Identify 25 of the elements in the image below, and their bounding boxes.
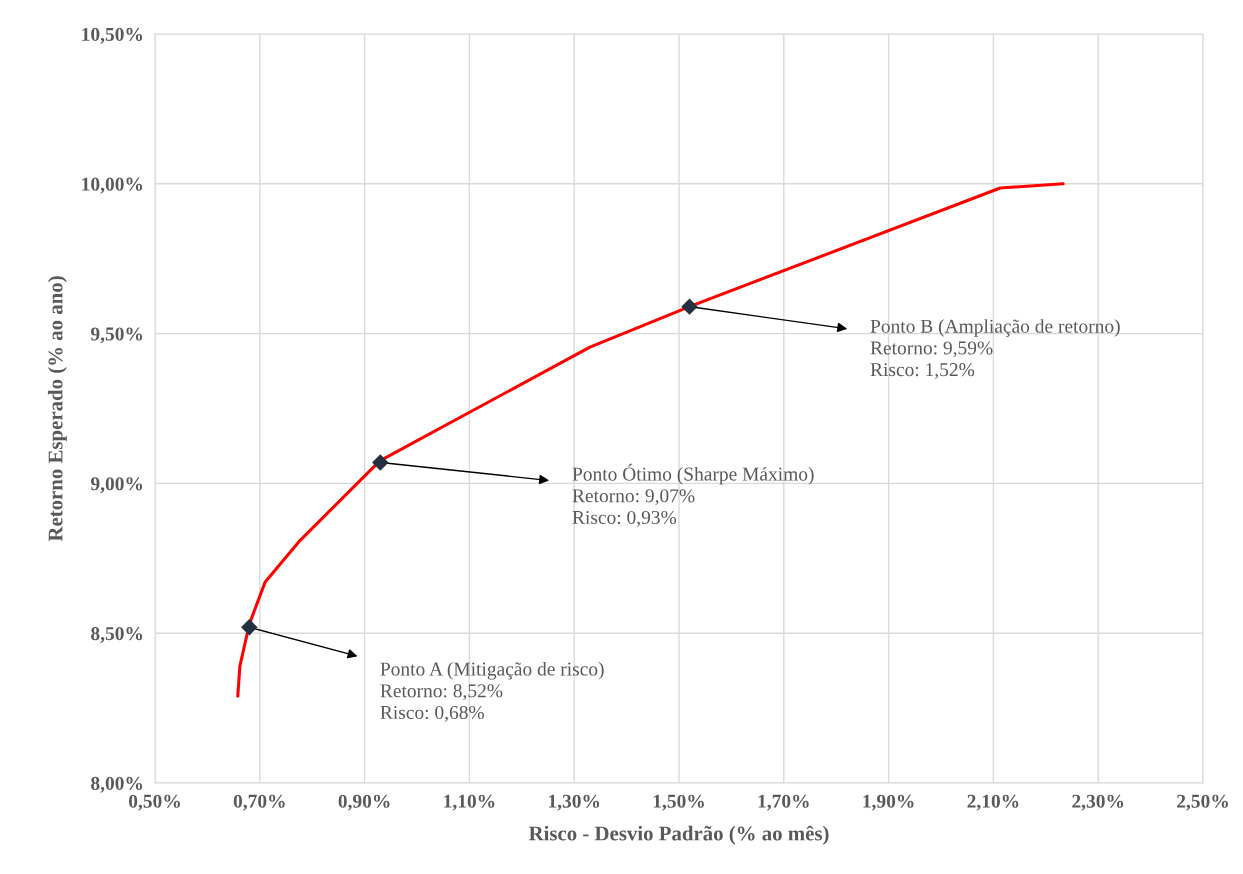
y-tick-label: 9,50%	[90, 327, 143, 344]
x-tick-label: 0,90%	[338, 794, 390, 811]
x-tick-label: 1,50%	[653, 794, 704, 811]
x-tick-label: 2,30%	[1072, 794, 1124, 811]
y-tick-label: 10,00%	[82, 177, 143, 194]
annotation: Ponto B (Ampliação de retorno) Retorno: 9,59% Risco: 1,52%	[870, 319, 1120, 379]
y-tick-label: 8,00%	[91, 776, 143, 793]
x-axis-title: Risco - Desvio Padrão (% ao mês)	[528, 825, 829, 845]
annotation: Ponto Ótimo (Sharpe Máximo) Retorno: 9,07% Risco: 0,93%	[572, 463, 814, 527]
x-tick-label: 1,10%	[444, 794, 495, 811]
y-tick-label: 8,50%	[91, 627, 143, 643]
x-tick-label: 2,50%	[1177, 794, 1228, 811]
x-tick-label: 1,30%	[549, 794, 600, 811]
x-tick-label: 0,70%	[233, 794, 285, 811]
x-tick-label: 0,50%	[129, 794, 180, 811]
y-tick-label: 10,50%	[82, 27, 143, 44]
x-tick-label: 1,90%	[863, 794, 914, 811]
point	[681, 298, 698, 315]
y-tick-label: 9,00%	[90, 477, 143, 494]
point	[372, 454, 389, 471]
annotation: Ponto A (Mitigação de risco) Retorno: 8,52% Risco: 0,68%	[380, 661, 604, 722]
x-tick-label: 1,70%	[758, 794, 809, 811]
y-axis-title: Retorno Esperado (% ao ano)	[47, 276, 67, 542]
x-tick-label: 2,10%	[967, 794, 1019, 811]
point	[241, 618, 258, 636]
